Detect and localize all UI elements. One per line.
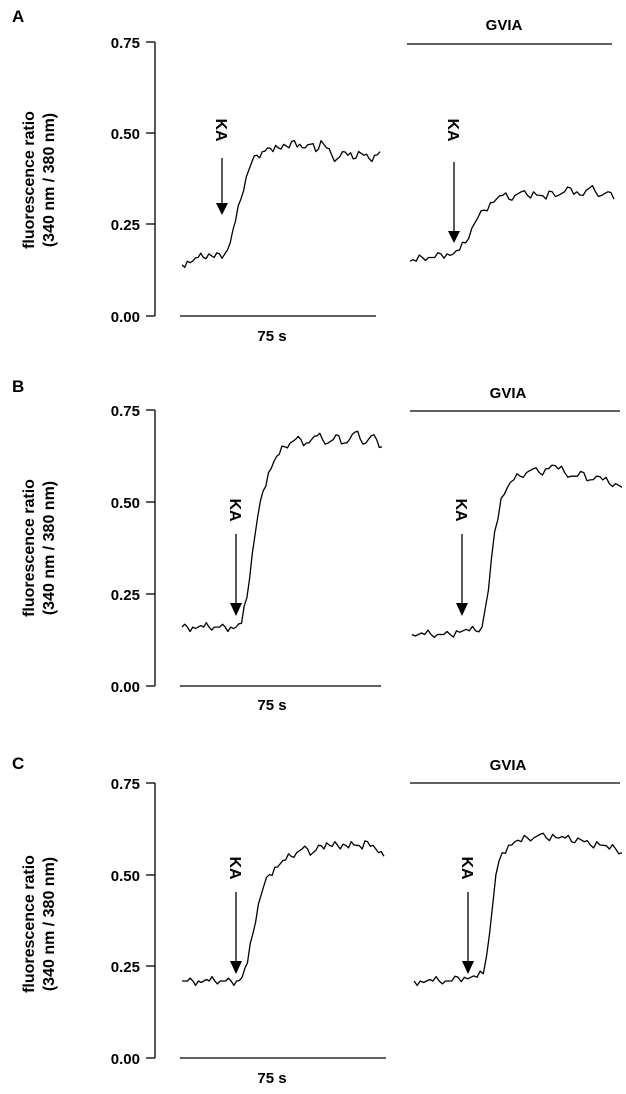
panel-c: C fluorescence ratio (340 nm / 380 nm) 0… — [12, 754, 623, 1087]
ka-label-control: KA — [226, 856, 243, 880]
y-axis-label-line1: fluorescence ratio — [21, 855, 38, 993]
ka-arrowhead-gvia — [462, 961, 474, 974]
gvia-bar-label: GVIA — [490, 757, 527, 774]
ka-label-gvia: KA — [458, 856, 475, 880]
trace-control — [182, 840, 385, 987]
gvia-bar-label: GVIA — [486, 17, 523, 34]
y-tick-label: 0.25 — [111, 587, 140, 604]
y-tick-label: 0.50 — [111, 126, 140, 143]
y-axis-label: fluorescence ratio (340 nm / 380 nm) — [21, 855, 58, 993]
trace-control — [181, 430, 383, 633]
time-scale-bar-label: 75 s — [257, 328, 286, 345]
ka-arrowhead-gvia — [448, 231, 460, 243]
y-axis-label: fluorescence ratio (340 nm / 380 nm) — [21, 479, 58, 617]
time-scale-bar-label: 75 s — [257, 697, 286, 714]
ka-label-gvia: KA — [444, 118, 461, 142]
y-axis-label-line2: (340 nm / 380 nm) — [41, 113, 58, 247]
y-axis-label: fluorescence ratio (340 nm / 380 nm) — [21, 111, 58, 249]
y-axis-label-line1: fluorescence ratio — [21, 111, 38, 249]
ka-arrowhead-control — [230, 961, 242, 974]
y-tick-label: 0.50 — [111, 868, 140, 885]
panel-letter: B — [12, 377, 24, 396]
y-axis-label-line2: (340 nm / 380 nm) — [41, 481, 58, 615]
trace-gvia — [413, 832, 623, 987]
ka-label-control: KA — [212, 118, 229, 142]
y-tick-label: 0.25 — [111, 217, 140, 234]
ka-arrowhead-control — [216, 203, 228, 215]
y-tick-label: 0.75 — [111, 403, 140, 420]
y-tick-label: 0.75 — [111, 776, 140, 793]
ka-arrowhead-gvia — [456, 603, 468, 616]
trace-gvia — [411, 464, 623, 639]
y-tick-label: 0.00 — [111, 679, 140, 696]
y-tick-label: 0.50 — [111, 495, 140, 512]
time-scale-bar-label: 75 s — [257, 1070, 286, 1087]
panel-b: B fluorescence ratio (340 nm / 380 nm) 0… — [12, 377, 623, 714]
y-axis-label-line1: fluorescence ratio — [21, 479, 38, 617]
ka-label-control: KA — [226, 498, 243, 522]
y-tick-label: 0.75 — [111, 35, 140, 52]
panel-letter: A — [12, 7, 24, 26]
trace-gvia — [409, 184, 615, 262]
y-tick-label: 0.00 — [111, 1051, 140, 1068]
ka-arrowhead-control — [230, 603, 242, 616]
gvia-bar-label: GVIA — [490, 385, 527, 402]
ka-label-gvia: KA — [452, 498, 469, 522]
y-tick-label: 0.00 — [111, 309, 140, 326]
y-axis-label-line2: (340 nm / 380 nm) — [41, 857, 58, 991]
trace-control — [181, 139, 381, 269]
panel-a: A fluorescence ratio (340 nm / 380 nm) 0… — [12, 7, 615, 345]
y-tick-label: 0.25 — [111, 959, 140, 976]
panel-letter: C — [12, 754, 24, 773]
